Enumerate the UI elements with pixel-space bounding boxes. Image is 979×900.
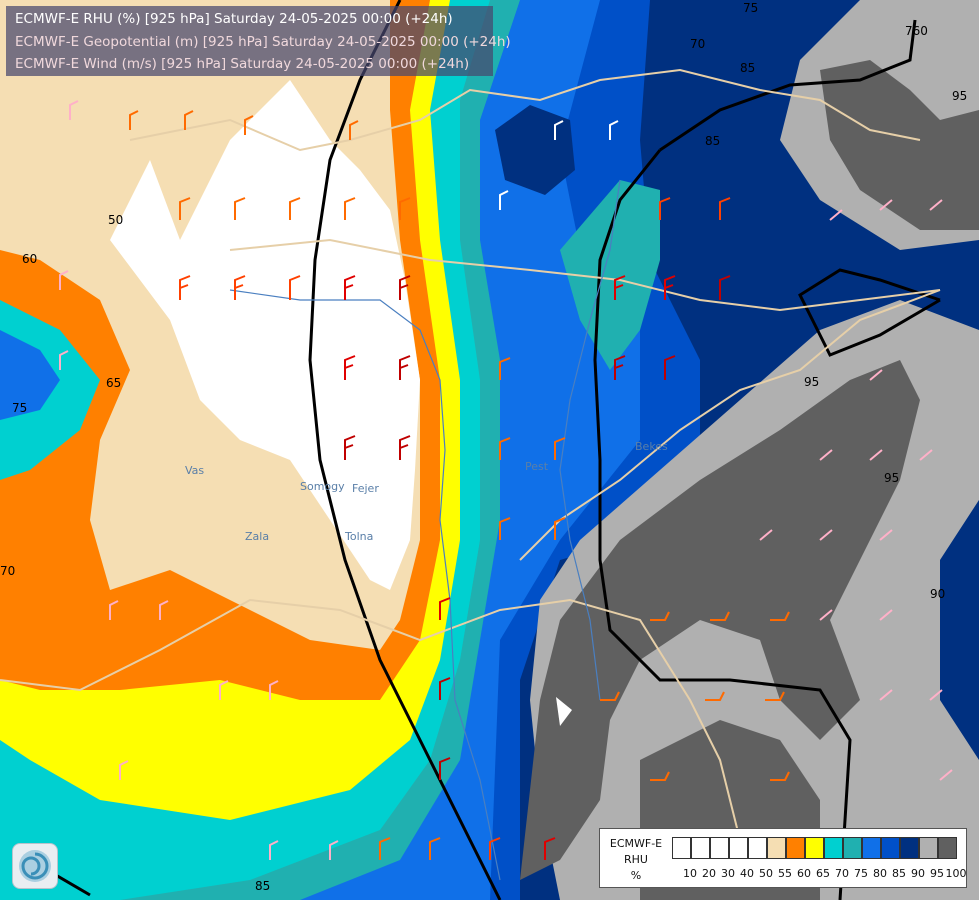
legend-swatch — [748, 837, 767, 859]
contour-label: 70 — [0, 564, 15, 578]
white-dry-area — [110, 80, 420, 590]
country-border-north — [129, 68, 921, 152]
swirl-icon — [19, 850, 51, 882]
geopotential-isoline-west — [308, 0, 502, 900]
title-overlay: ECMWF-E RHU (%) [925 hPa] Saturday 24-05… — [6, 6, 511, 76]
title-line-wind: ECMWF-E Wind (m/s) [925 hPa] Saturday 24… — [15, 56, 470, 72]
legend-tick-label: 30 — [721, 867, 735, 880]
legend-tick-label: 85 — [892, 867, 906, 880]
contour-label: 90 — [930, 587, 945, 601]
contour-label: 760 — [905, 24, 928, 38]
contour-label: 95 — [884, 471, 899, 485]
legend-tick-label: 55 — [778, 867, 792, 880]
region-label: Tolna — [344, 530, 373, 543]
country-border-mid — [229, 238, 941, 312]
contour-label: 85 — [255, 879, 270, 893]
legend-tick-label: 10 — [683, 867, 697, 880]
legend-swatch — [691, 837, 710, 859]
contour-label: 75 — [743, 1, 758, 15]
legend-swatch — [881, 837, 900, 859]
legend-tick-label: 60 — [797, 867, 811, 880]
geopotential-isoline-loop — [798, 268, 941, 357]
legend-swatch — [824, 837, 843, 859]
river-danube — [229, 289, 501, 881]
contour-label: 75 — [12, 401, 27, 415]
legend-swatch — [919, 837, 938, 859]
legend-tick-label: 90 — [911, 867, 925, 880]
legend-tick-label: 40 — [740, 867, 754, 880]
country-border-east — [519, 289, 941, 561]
region-label: Bekes — [635, 440, 668, 453]
contour-label: 50 — [108, 213, 123, 227]
contour-label: 60 — [22, 252, 37, 266]
legend-swatch — [938, 837, 957, 859]
wind-barbs — [59, 100, 953, 860]
legend-swatch — [767, 837, 786, 859]
legend-tick-label: 80 — [873, 867, 887, 880]
contour-label: 70 — [690, 37, 705, 51]
title-line-rhu: ECMWF-E RHU (%) [925 hPa] Saturday 24-05… — [15, 11, 453, 27]
legend-title-line: % — [630, 869, 642, 882]
dark-grey-band — [820, 60, 979, 230]
legend-swatch — [900, 837, 919, 859]
central-teal-tongue — [560, 180, 660, 370]
country-border-south — [0, 598, 741, 841]
legend-tick-label: 100 — [945, 867, 967, 880]
geopotential-isoline-east — [593, 149, 852, 900]
legend-swatches — [672, 837, 957, 859]
legend-title-line: RHU — [624, 853, 648, 866]
legend-swatch — [805, 837, 824, 859]
region-label: Fejer — [352, 482, 379, 495]
legend-swatch — [710, 837, 729, 859]
legend-tick-label: 70 — [835, 867, 849, 880]
contour-label: 65 — [106, 376, 121, 390]
geopotential-isoline-north — [659, 19, 917, 152]
region-label: Vas — [185, 464, 204, 477]
legend-swatch — [843, 837, 862, 859]
contour-label: 95 — [804, 375, 819, 389]
legend-tick-label: 75 — [854, 867, 868, 880]
legend-tick-label: 65 — [816, 867, 830, 880]
river-tisza — [559, 179, 621, 701]
contour-label: 85 — [740, 61, 755, 75]
legend-swatch — [786, 837, 805, 859]
title-line-geopotential: ECMWF-E Geopotential (m) [925 hPa] Satur… — [15, 34, 511, 50]
region-label: Somogy — [300, 480, 345, 493]
region-label: Zala — [245, 530, 269, 543]
legend-tick-label: 20 — [702, 867, 716, 880]
legend-swatch — [729, 837, 748, 859]
contour-label: 95 — [952, 89, 967, 103]
legend-swatch — [672, 837, 691, 859]
legend-title-line: ECMWF-E — [609, 837, 663, 850]
contour-label: 85 — [705, 134, 720, 148]
legend-tick-label: 95 — [930, 867, 944, 880]
small-white-patch — [556, 697, 572, 726]
provider-logo — [12, 843, 58, 889]
region-label: Pest — [525, 460, 549, 473]
west-blue-lobe — [0, 330, 60, 420]
legend-swatch — [862, 837, 881, 859]
rhu-legend: ECMWF-E RHU % 10 20 30 40 50 55 60 65 70 75 80 85 90… — [599, 828, 967, 888]
legend-tick-label: 50 — [759, 867, 773, 880]
